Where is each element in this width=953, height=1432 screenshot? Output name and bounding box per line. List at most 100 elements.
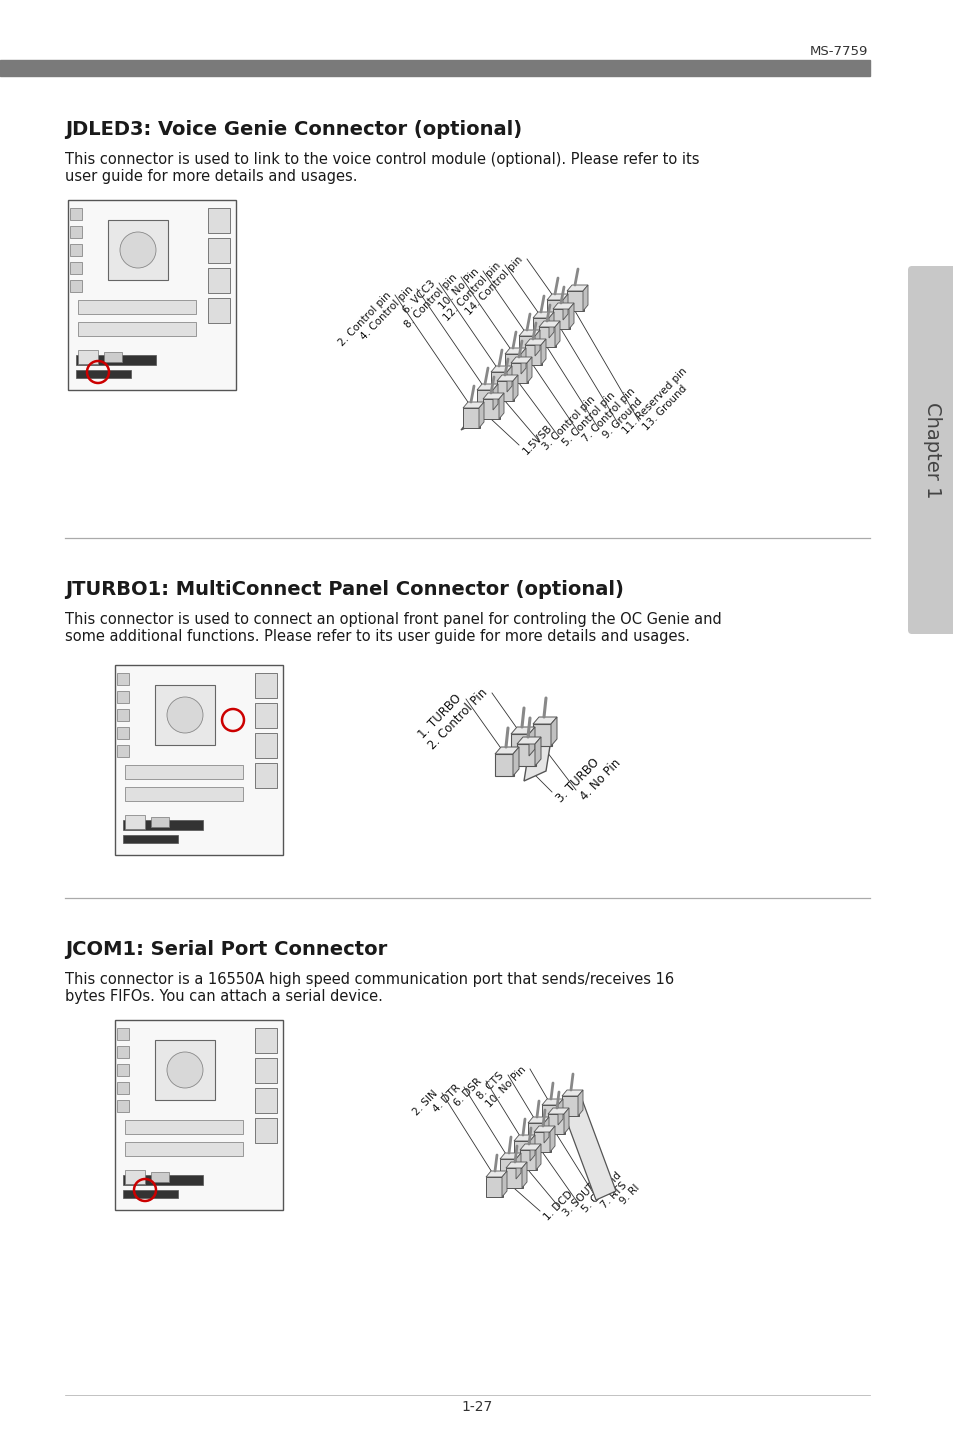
Bar: [499, 1158, 517, 1179]
Bar: [117, 692, 129, 703]
Bar: [541, 1106, 558, 1126]
Polygon shape: [501, 1171, 506, 1197]
Text: 14. Control pin: 14. Control pin: [463, 253, 524, 316]
Bar: [553, 309, 569, 329]
Polygon shape: [511, 357, 532, 362]
Bar: [208, 238, 230, 263]
Polygon shape: [568, 304, 574, 329]
Polygon shape: [533, 717, 557, 725]
Polygon shape: [513, 375, 517, 401]
Text: 1-27: 1-27: [461, 1400, 492, 1413]
Bar: [76, 355, 156, 365]
Bar: [78, 299, 195, 314]
Polygon shape: [519, 1144, 540, 1150]
Text: 8. CTS: 8. CTS: [475, 1070, 505, 1101]
Text: 4. DTR: 4. DTR: [431, 1083, 461, 1114]
Bar: [476, 390, 494, 410]
Bar: [125, 815, 145, 829]
Text: 1. TURBO: 1. TURBO: [416, 692, 463, 742]
Text: 4. No Pin: 4. No Pin: [578, 756, 623, 803]
Text: This connector is a 16550A high speed communication port that sends/receives 16
: This connector is a 16550A high speed co…: [65, 972, 674, 1004]
Polygon shape: [551, 717, 557, 746]
Text: 3. SOUT: 3. SOUT: [560, 1181, 597, 1219]
Polygon shape: [524, 339, 545, 345]
Text: 1. DCD: 1. DCD: [541, 1189, 574, 1221]
Polygon shape: [521, 1161, 526, 1189]
Bar: [254, 1028, 276, 1053]
Text: MS-7759: MS-7759: [809, 44, 867, 59]
Bar: [115, 1020, 283, 1210]
Text: 7. Control pin: 7. Control pin: [580, 387, 637, 444]
Text: 10. No Pin: 10. No Pin: [436, 266, 480, 311]
Text: 3. Control pin: 3. Control pin: [540, 394, 597, 453]
Bar: [566, 291, 583, 311]
Bar: [208, 268, 230, 294]
Polygon shape: [535, 737, 540, 766]
Polygon shape: [513, 748, 518, 776]
Bar: [505, 1169, 522, 1189]
Bar: [524, 345, 541, 365]
Bar: [547, 1114, 564, 1134]
Polygon shape: [493, 384, 497, 410]
Text: JTURBO1: MultiConnect Panel Connector (optional): JTURBO1: MultiConnect Panel Connector (o…: [65, 580, 623, 599]
Bar: [125, 1170, 145, 1184]
Bar: [154, 684, 214, 745]
Bar: [117, 1028, 129, 1040]
Text: This connector is used to connect an optional front panel for controling the OC : This connector is used to connect an opt…: [65, 611, 721, 644]
Bar: [254, 763, 276, 788]
Bar: [561, 1095, 578, 1116]
Text: JCOM1: Serial Port Connector: JCOM1: Serial Port Connector: [65, 939, 387, 959]
Polygon shape: [546, 294, 567, 299]
Text: 13. Ground: 13. Ground: [640, 382, 688, 432]
Bar: [534, 1133, 551, 1151]
Text: 8. Control pin: 8. Control pin: [402, 272, 458, 329]
Polygon shape: [476, 384, 497, 390]
Bar: [125, 765, 243, 779]
Polygon shape: [516, 1153, 520, 1179]
Polygon shape: [553, 304, 574, 309]
Bar: [485, 1177, 502, 1197]
Polygon shape: [523, 720, 554, 780]
Text: 4. Control pin: 4. Control pin: [358, 284, 415, 342]
Bar: [533, 725, 552, 746]
Bar: [68, 200, 235, 390]
Polygon shape: [578, 1090, 582, 1116]
Polygon shape: [491, 367, 512, 372]
Polygon shape: [485, 1171, 506, 1177]
Polygon shape: [498, 392, 503, 420]
Circle shape: [167, 1053, 203, 1088]
Bar: [254, 703, 276, 727]
Bar: [533, 318, 550, 338]
Polygon shape: [566, 285, 587, 291]
Bar: [254, 1088, 276, 1113]
Polygon shape: [517, 737, 540, 745]
Bar: [70, 208, 82, 221]
Text: 2. SIN: 2. SIN: [411, 1088, 439, 1117]
Polygon shape: [535, 329, 539, 357]
Bar: [208, 208, 230, 233]
Bar: [254, 673, 276, 697]
Bar: [125, 1120, 243, 1134]
Bar: [254, 1118, 276, 1143]
Bar: [70, 243, 82, 256]
Text: 9. RI: 9. RI: [618, 1183, 640, 1206]
Bar: [511, 735, 530, 756]
Polygon shape: [499, 1153, 520, 1158]
Bar: [70, 226, 82, 238]
Bar: [117, 1045, 129, 1058]
Bar: [123, 1190, 178, 1199]
Polygon shape: [562, 294, 567, 319]
Bar: [151, 818, 169, 828]
Bar: [151, 1171, 169, 1181]
Polygon shape: [550, 1126, 555, 1151]
Polygon shape: [520, 348, 525, 374]
Polygon shape: [460, 289, 584, 430]
Bar: [78, 322, 195, 337]
Bar: [504, 354, 521, 374]
Bar: [0, 60, 869, 76]
Bar: [78, 349, 98, 364]
Polygon shape: [547, 1108, 568, 1114]
Polygon shape: [526, 357, 532, 382]
Text: 7. RTS: 7. RTS: [598, 1180, 628, 1210]
Bar: [117, 727, 129, 739]
